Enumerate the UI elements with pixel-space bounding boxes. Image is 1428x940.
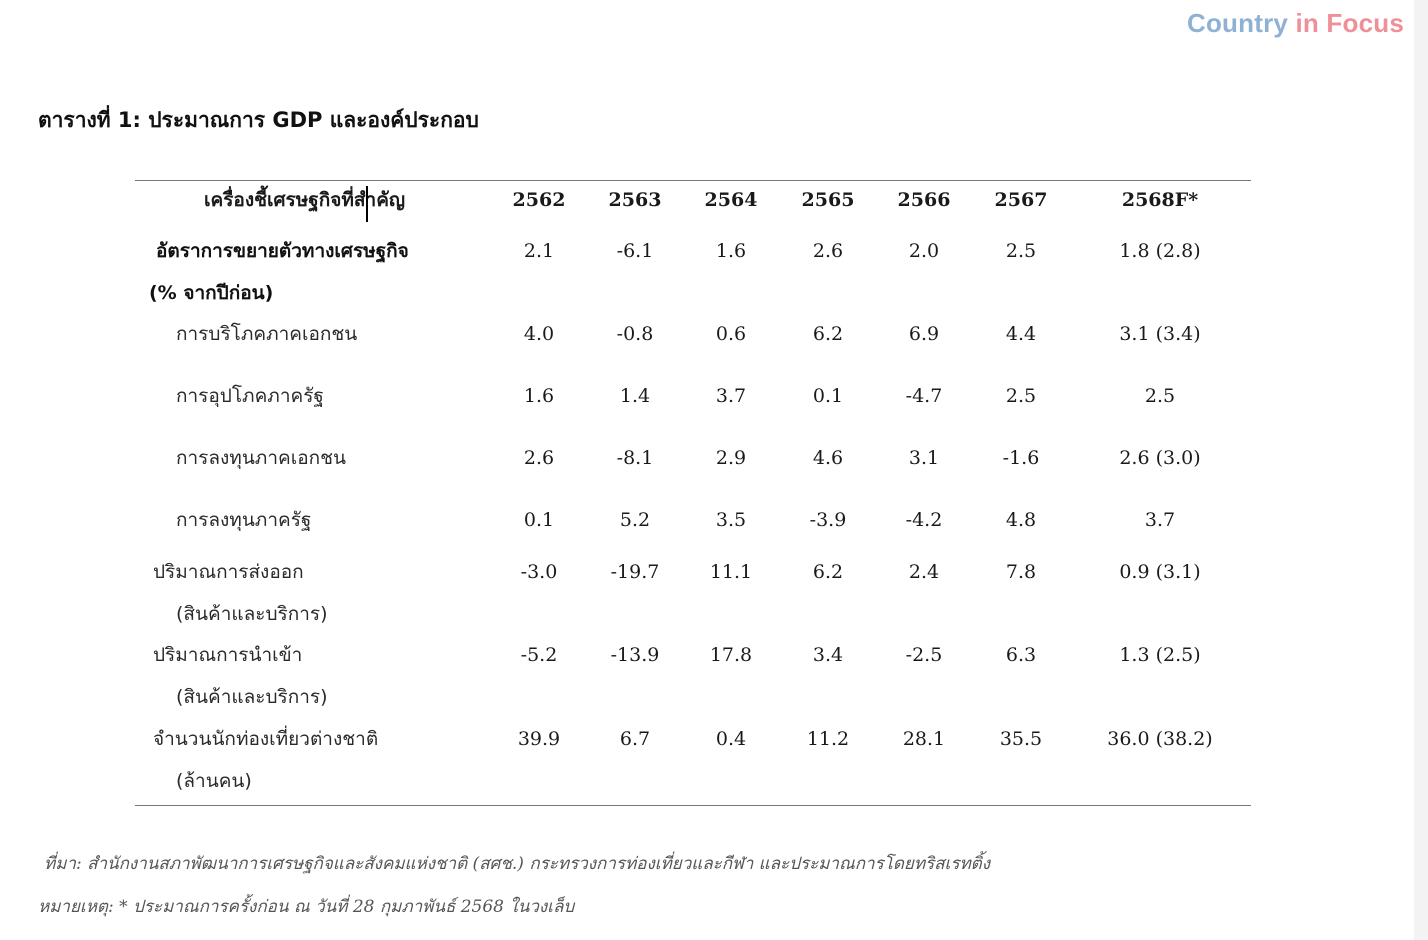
- table-cell: 3.7: [1144, 509, 1176, 531]
- table-cell: 1.6: [715, 240, 747, 262]
- brand-in-focus: in Focus: [1295, 8, 1404, 38]
- table-cell: 11.2: [806, 728, 850, 750]
- text-cursor: [366, 186, 368, 222]
- table-cell: -8.1: [616, 447, 654, 469]
- row-label-private-consumption: การบริโภคภาคเอกชน: [176, 323, 358, 345]
- table-cell: 3.7: [715, 385, 747, 407]
- header-year: 2563: [608, 189, 662, 211]
- table-cell: 2.4: [908, 561, 940, 583]
- table-cell: -0.8: [616, 323, 654, 345]
- row-label-import-volume-sub: (สินค้าและบริการ): [176, 686, 328, 708]
- source-note: ที่มา: สำนักงานสภาพัฒนาการเศรษฐกิจและสัง…: [44, 854, 991, 874]
- table-cell: 3.4: [812, 644, 844, 666]
- table-cell: 1.6: [523, 385, 555, 407]
- table-cell: 17.8: [709, 644, 753, 666]
- table-cell: 6.2: [812, 561, 844, 583]
- table-cell: 6.3: [1005, 644, 1037, 666]
- row-label-private-investment: การลงทุนภาคเอกชน: [176, 447, 347, 469]
- table-cell: 2.5: [1144, 385, 1176, 407]
- table-cell: 4.8: [1005, 509, 1037, 531]
- table-cell: 36.0 (38.2): [1107, 728, 1213, 750]
- row-label-import-volume: ปริมาณการนำเข้า: [153, 644, 303, 666]
- row-label-gdp-growth-unit: (% จากปีก่อน): [149, 282, 274, 304]
- row-label-gdp-growth: อัตราการขยายตัวทางเศรษฐกิจ: [156, 240, 409, 262]
- table-cell: 3.5: [715, 509, 747, 531]
- table-cell: 35.5: [999, 728, 1043, 750]
- table-cell: 0.9 (3.1): [1119, 561, 1201, 583]
- header-year: 2565: [801, 189, 855, 211]
- table-cell: -3.9: [809, 509, 847, 531]
- table-cell: -6.1: [616, 240, 654, 262]
- table-cell: -4.2: [905, 509, 943, 531]
- header-year: 2567: [994, 189, 1048, 211]
- row-label-foreign-tourists-unit: (ล้านคน): [176, 770, 252, 792]
- header-indicator-label: เครื่องชี้เศรษฐกิจที่สำคัญ: [204, 189, 406, 211]
- row-label-foreign-tourists: จำนวนนักท่องเที่ยวต่างชาติ: [153, 728, 379, 750]
- table-cell: -13.9: [610, 644, 660, 666]
- table-title: ตารางที่ 1: ประมาณการ GDP และองค์ประกอบ: [38, 108, 479, 132]
- table-cell: 2.6: [812, 240, 844, 262]
- table-cell: 6.2: [812, 323, 844, 345]
- table-cell: 2.6: [523, 447, 555, 469]
- table-cell: -2.5: [905, 644, 943, 666]
- remark-note: หมายเหตุ: * ประมาณการครั้งก่อน ณ วันที่ …: [38, 897, 575, 917]
- table-cell: 1.8 (2.8): [1119, 240, 1201, 262]
- table-cell: 0.6: [715, 323, 747, 345]
- header-year: 2562: [512, 189, 566, 211]
- header-year: 2564: [704, 189, 758, 211]
- table-cell: -3.0: [520, 561, 558, 583]
- right-edge-strip: [1414, 0, 1428, 940]
- table-cell: 7.8: [1005, 561, 1037, 583]
- row-label-export-volume-sub: (สินค้าและบริการ): [176, 603, 328, 625]
- table-cell: 0.1: [812, 385, 844, 407]
- table-cell: 2.5: [1005, 240, 1037, 262]
- table-cell: 0.1: [523, 509, 555, 531]
- table-cell: 6.7: [619, 728, 651, 750]
- table-cell: 28.1: [902, 728, 946, 750]
- table-cell: 5.2: [619, 509, 651, 531]
- table-cell: 1.4: [619, 385, 651, 407]
- table-cell: 2.1: [523, 240, 555, 262]
- row-label-export-volume: ปริมาณการส่งออก: [153, 561, 304, 583]
- table-cell: 2.9: [715, 447, 747, 469]
- row-label-public-consumption: การอุปโภคภาครัฐ: [176, 385, 324, 407]
- table-cell: 3.1 (3.4): [1119, 323, 1201, 345]
- table-cell: 6.9: [908, 323, 940, 345]
- header-year-forecast: 2568F*: [1121, 189, 1199, 211]
- gdp-forecast-table: [135, 180, 1251, 806]
- table-cell: 39.9: [517, 728, 561, 750]
- table-cell: 3.1: [908, 447, 940, 469]
- brand-logo: Country in Focus: [1187, 8, 1404, 39]
- table-cell: 4.0: [523, 323, 555, 345]
- table-cell: 11.1: [709, 561, 753, 583]
- table-cell: -4.7: [905, 385, 943, 407]
- table-cell: 1.3 (2.5): [1119, 644, 1201, 666]
- row-label-public-investment: การลงทุนภาครัฐ: [176, 509, 312, 531]
- table-cell: 2.0: [908, 240, 940, 262]
- header-year: 2566: [897, 189, 951, 211]
- table-cell: 4.6: [812, 447, 844, 469]
- table-cell: -5.2: [520, 644, 558, 666]
- table-cell: 0.4: [715, 728, 747, 750]
- table-cell: -1.6: [1002, 447, 1040, 469]
- table-cell: 4.4: [1005, 323, 1037, 345]
- table-cell: 2.5: [1005, 385, 1037, 407]
- brand-country: Country: [1187, 8, 1289, 38]
- table-cell: -19.7: [610, 561, 660, 583]
- table-cell: 2.6 (3.0): [1119, 447, 1201, 469]
